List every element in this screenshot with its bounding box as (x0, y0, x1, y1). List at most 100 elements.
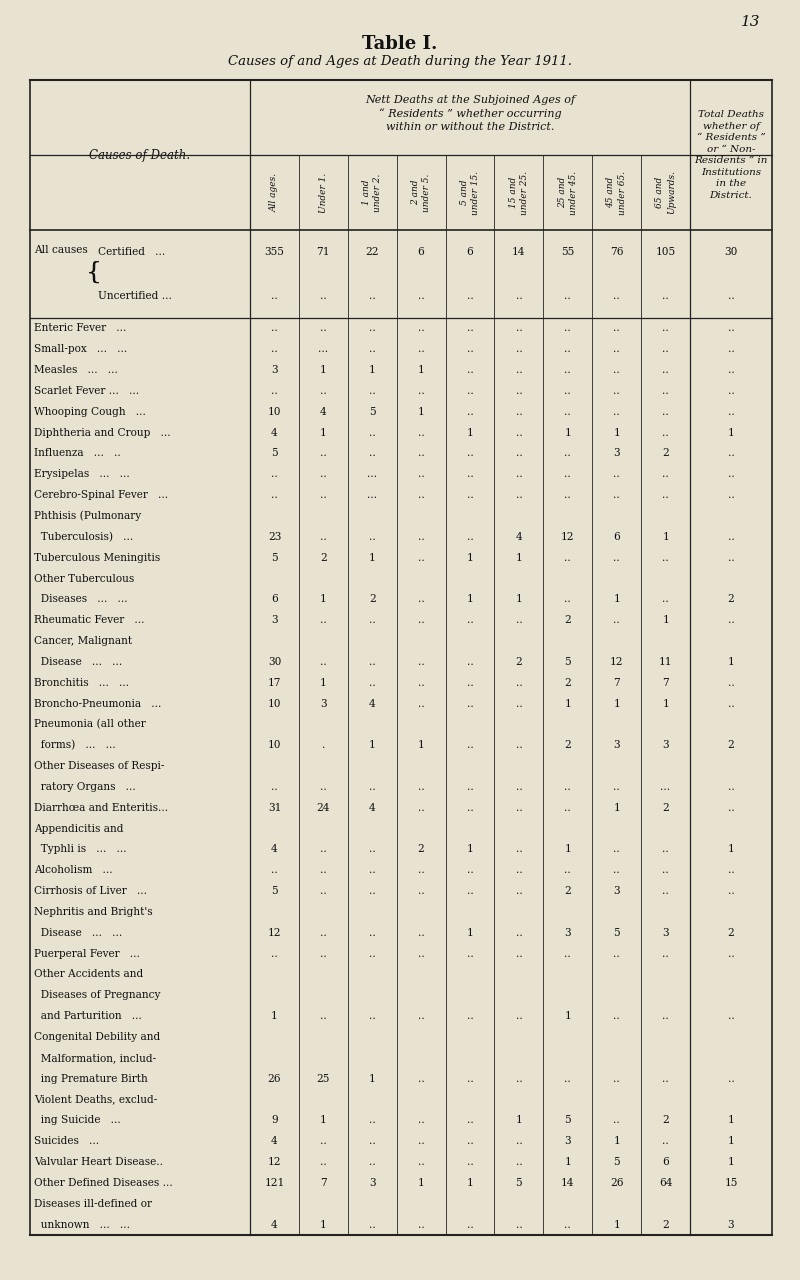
Text: Nephritis and Bright's: Nephritis and Bright's (34, 908, 153, 916)
Text: 17: 17 (268, 677, 281, 687)
Text: ..: .. (418, 594, 425, 604)
Text: ..: .. (418, 1157, 425, 1167)
Text: 3: 3 (614, 886, 620, 896)
Text: ..: .. (369, 1157, 375, 1167)
Text: 2: 2 (728, 594, 734, 604)
Text: ..: .. (565, 1074, 571, 1084)
Text: ..: .. (418, 344, 425, 355)
Text: ..: .. (614, 387, 620, 396)
Text: 4: 4 (271, 845, 278, 855)
Text: ..: .. (466, 344, 474, 355)
Text: 3: 3 (614, 740, 620, 750)
Text: Other Accidents and: Other Accidents and (34, 969, 143, 979)
Text: 6: 6 (271, 594, 278, 604)
Text: 3: 3 (369, 1178, 375, 1188)
Text: 64: 64 (659, 1178, 672, 1188)
Text: ..: .. (662, 1137, 669, 1146)
Text: ..: .. (515, 1137, 522, 1146)
Text: 1: 1 (728, 428, 734, 438)
Text: 4: 4 (515, 531, 522, 541)
Text: 2: 2 (662, 1115, 669, 1125)
Text: ..: .. (614, 324, 620, 333)
Text: 14: 14 (561, 1178, 574, 1188)
Text: 2: 2 (728, 740, 734, 750)
Text: ..: .. (515, 344, 522, 355)
Text: ..: .. (565, 1220, 571, 1230)
Text: ..: .. (662, 490, 669, 500)
Text: ..: .. (418, 928, 425, 938)
Text: ..: .. (369, 1220, 375, 1230)
Text: ..: .. (614, 616, 620, 625)
Text: Small-pox   ...   ...: Small-pox ... ... (34, 344, 127, 355)
Text: ..: .. (565, 490, 571, 500)
Text: 1: 1 (728, 1137, 734, 1146)
Text: 30: 30 (724, 247, 738, 257)
Text: ..: .. (728, 616, 734, 625)
Text: ..: .. (515, 490, 522, 500)
Text: ..: .. (515, 1074, 522, 1084)
Text: ..: .. (418, 803, 425, 813)
Text: ..: .. (271, 344, 278, 355)
Text: 25: 25 (317, 1074, 330, 1084)
Text: 1: 1 (662, 616, 669, 625)
Text: ..: .. (728, 1011, 734, 1021)
Text: ..: .. (515, 699, 522, 709)
Text: ..: .. (369, 928, 375, 938)
Text: 3: 3 (271, 616, 278, 625)
Text: ..: .. (728, 490, 734, 500)
Text: 4: 4 (271, 428, 278, 438)
Text: 2: 2 (662, 448, 669, 458)
Text: 2: 2 (320, 553, 326, 563)
Text: 1: 1 (418, 1178, 425, 1188)
Text: ..: .. (466, 1074, 474, 1084)
Text: ..: .. (662, 387, 669, 396)
Text: ..: .. (320, 448, 326, 458)
Text: ..: .. (515, 803, 522, 813)
Text: Uncertified ...: Uncertified ... (98, 291, 172, 301)
Text: ..: .. (418, 428, 425, 438)
Text: Cerebro-Spinal Fever   ...: Cerebro-Spinal Fever ... (34, 490, 168, 500)
Text: ..: .. (662, 553, 669, 563)
Text: 31: 31 (268, 803, 281, 813)
Text: 5: 5 (515, 1178, 522, 1188)
Text: 1: 1 (369, 553, 375, 563)
Text: 26: 26 (610, 1178, 623, 1188)
Text: ..: .. (614, 291, 620, 301)
Text: 1: 1 (565, 428, 571, 438)
Text: 1: 1 (614, 699, 620, 709)
Text: ..: .. (271, 470, 278, 479)
Text: 2: 2 (662, 803, 669, 813)
Text: ..: .. (515, 448, 522, 458)
Text: 5: 5 (271, 448, 278, 458)
Text: 2 and
under 5.: 2 and under 5. (411, 173, 431, 211)
Text: 1: 1 (614, 803, 620, 813)
Text: ..: .. (662, 845, 669, 855)
Text: ..: .. (466, 677, 474, 687)
Text: Diphtheria and Croup   ...: Diphtheria and Croup ... (34, 428, 170, 438)
Text: Diarrhœa and Enteritis...: Diarrhœa and Enteritis... (34, 803, 168, 813)
Text: 121: 121 (264, 1178, 285, 1188)
Text: ..: .. (565, 448, 571, 458)
Text: 1: 1 (565, 845, 571, 855)
Text: 2: 2 (728, 928, 734, 938)
Text: ..: .. (320, 531, 326, 541)
Text: ..: .. (728, 448, 734, 458)
Text: ..: .. (565, 594, 571, 604)
Text: ..: .. (515, 928, 522, 938)
Text: 1: 1 (369, 365, 375, 375)
Text: 1: 1 (320, 677, 326, 687)
Text: Typhli is   ...   ...: Typhli is ... ... (34, 845, 126, 855)
Text: 1: 1 (466, 1178, 474, 1188)
Text: ..: .. (466, 782, 474, 792)
Text: ..: .. (515, 1157, 522, 1167)
Text: ..: .. (320, 1137, 326, 1146)
Text: ..: .. (728, 324, 734, 333)
Text: ..: .. (418, 1220, 425, 1230)
Text: Malformation, includ-: Malformation, includ- (34, 1053, 156, 1062)
Text: ..: .. (614, 782, 620, 792)
Text: ..: .. (418, 699, 425, 709)
Text: ..: .. (418, 448, 425, 458)
Text: 9: 9 (271, 1115, 278, 1125)
Text: ..: .. (662, 948, 669, 959)
Text: Phthisis (Pulmonary: Phthisis (Pulmonary (34, 511, 141, 521)
